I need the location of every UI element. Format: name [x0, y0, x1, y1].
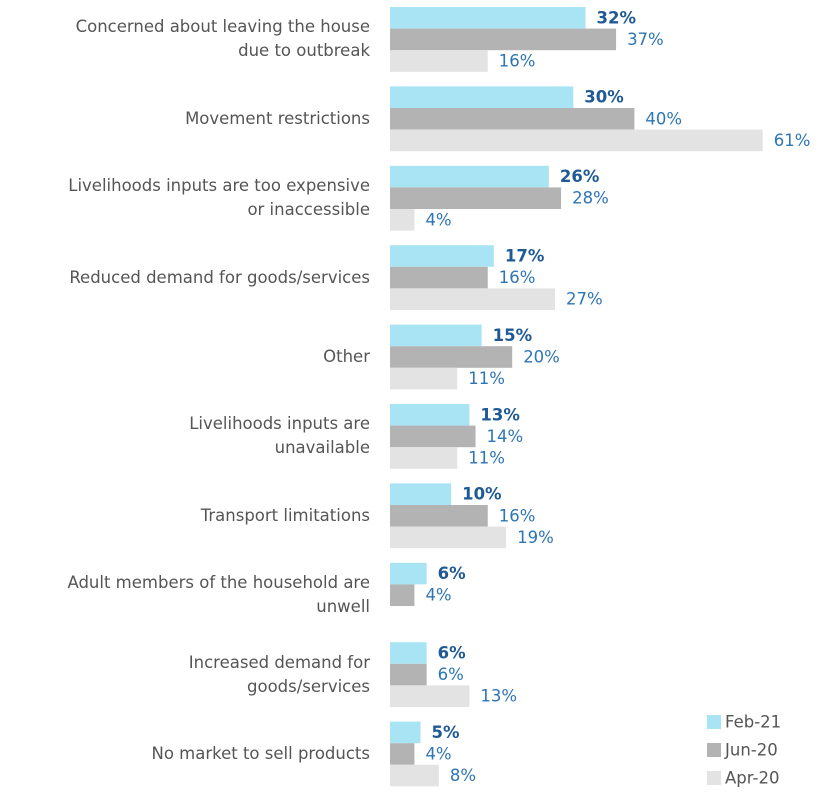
value-label: 13%	[480, 405, 520, 424]
value-label: 40%	[645, 109, 682, 128]
value-label: 6%	[438, 564, 466, 583]
value-label: 6%	[438, 644, 466, 663]
category-label: Livelihoods inputs are too expensive or …	[68, 176, 370, 220]
bar	[390, 187, 562, 209]
value-label: 30%	[584, 88, 624, 107]
bar	[390, 721, 421, 744]
bar	[390, 324, 482, 347]
value-label: 28%	[572, 189, 609, 208]
value-label: 8%	[450, 766, 476, 785]
category-label: Other	[323, 347, 370, 366]
legend-label: Feb-21	[725, 713, 781, 732]
value-label: 20%	[523, 348, 560, 367]
bar	[390, 245, 494, 267]
value-label: 6%	[438, 665, 464, 684]
bar	[390, 447, 458, 469]
bar	[390, 685, 470, 707]
bar	[390, 642, 427, 664]
value-label: 14%	[487, 427, 524, 446]
bar	[390, 764, 439, 787]
bar	[390, 505, 488, 527]
value-label: 16%	[499, 268, 536, 287]
category-label: Increased demand for goods/services	[188, 652, 370, 696]
bar	[390, 425, 476, 448]
value-label: 10%	[462, 485, 502, 504]
value-label: 11%	[468, 369, 505, 388]
value-label: 4%	[425, 210, 451, 229]
bar	[390, 266, 488, 289]
legend-swatch	[707, 743, 721, 757]
category-label: Movement restrictions	[185, 108, 370, 128]
bar	[390, 28, 617, 51]
value-label: 37%	[627, 30, 664, 49]
bar	[390, 86, 574, 108]
value-label: 27%	[566, 290, 603, 309]
legend-swatch	[707, 771, 721, 785]
bar	[390, 404, 470, 426]
legend-label: Apr-20	[725, 769, 779, 788]
bar	[390, 584, 415, 606]
value-label: 16%	[499, 52, 536, 71]
category-label: Adult members of the household are unwel…	[67, 573, 370, 617]
value-label: 4%	[425, 745, 451, 764]
category-label: Transport limitations	[200, 505, 370, 525]
bar	[390, 743, 415, 765]
bar	[390, 108, 635, 130]
category-label: Livelihoods inputs are unavailable	[189, 414, 370, 458]
value-label: 13%	[480, 687, 517, 706]
value-label: 61%	[774, 131, 811, 150]
value-label: 15%	[493, 326, 533, 345]
value-label: 26%	[560, 167, 600, 186]
legend-swatch	[707, 715, 721, 729]
bar	[390, 562, 427, 585]
legend-label: Jun-20	[724, 741, 778, 760]
value-label: 11%	[468, 449, 505, 468]
category-label: Reduced demand for goods/services	[69, 267, 370, 287]
value-label: 32%	[597, 8, 637, 27]
value-label: 4%	[425, 586, 451, 605]
bar	[390, 663, 427, 686]
bar	[390, 209, 415, 231]
value-label: 5%	[432, 723, 460, 742]
category-label: No market to sell products	[151, 744, 370, 763]
value-label: 19%	[517, 528, 554, 547]
bar	[390, 483, 452, 505]
bar	[390, 288, 555, 310]
value-label: 17%	[505, 247, 545, 266]
bar	[390, 50, 488, 72]
bar	[390, 367, 458, 390]
bar	[390, 129, 763, 152]
bar	[390, 526, 507, 549]
bar	[390, 346, 513, 368]
value-label: 16%	[499, 506, 536, 525]
bar	[390, 7, 586, 29]
category-label: Concerned about leaving the house due to…	[75, 17, 370, 61]
bar	[390, 165, 549, 188]
